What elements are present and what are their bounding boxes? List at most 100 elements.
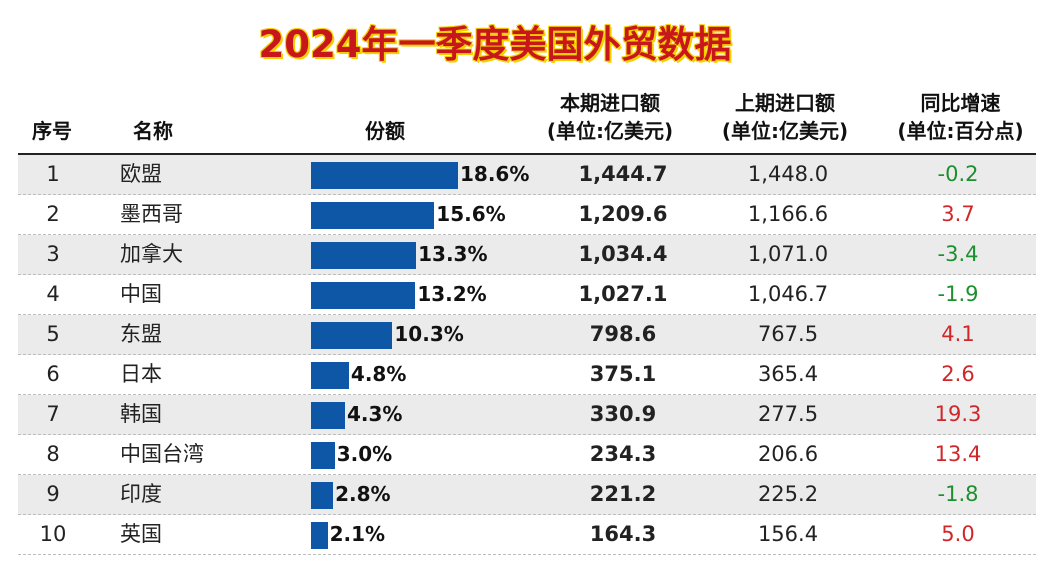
header-rank: 序号: [22, 117, 82, 145]
share-bar: [311, 322, 393, 349]
header-yoy-unit: (单位:百分点): [897, 119, 1024, 143]
current-import-cell: 1,209.6: [578, 202, 668, 226]
current-import-cell: 375.1: [589, 362, 657, 386]
rank-cell: 6: [46, 362, 60, 386]
header-yoy: 同比增速 (单位:百分点): [878, 89, 1043, 145]
yoy-cell: 19.3: [934, 402, 982, 426]
current-import-cell: 234.3: [589, 442, 657, 466]
rank-cell: 3: [46, 242, 60, 266]
table-row: 8 中国台湾 3.0% 234.3 206.6 13.4: [18, 435, 1036, 475]
name-cell: 英国: [120, 522, 162, 546]
table-row: 10 英国 2.1% 164.3 156.4 5.0: [18, 515, 1036, 555]
rank-cell: 9: [46, 482, 60, 506]
previous-import-cell: 206.6: [757, 442, 819, 466]
table-row: 9 印度 2.8% 221.2 225.2 -1.8: [18, 475, 1036, 515]
previous-import-cell: 225.2: [757, 482, 819, 506]
share-label: 18.6%: [460, 162, 530, 186]
header-divider: [18, 153, 1036, 155]
current-import-cell: 1,027.1: [578, 282, 668, 306]
table-row: 6 日本 4.8% 375.1 365.4 2.6: [18, 355, 1036, 395]
previous-import-cell: 767.5: [757, 322, 819, 346]
share-cell: 13.2%: [311, 275, 551, 314]
name-cell: 中国台湾: [120, 442, 204, 466]
rank-cell: 5: [46, 322, 60, 346]
current-import-cell: 1,444.7: [578, 162, 668, 186]
share-label: 10.3%: [394, 322, 464, 346]
share-cell: 18.6%: [311, 155, 551, 194]
share-label: 4.8%: [350, 362, 407, 386]
share-label: 3.0%: [336, 442, 393, 466]
name-cell: 欧盟: [120, 162, 162, 186]
previous-import-cell: 156.4: [757, 522, 819, 546]
yoy-cell: 2.6: [941, 362, 975, 386]
name-cell: 日本: [120, 362, 162, 386]
share-cell: 2.8%: [311, 475, 551, 514]
previous-import-cell: 1,071.0: [747, 242, 829, 266]
chart-title: 2024年一季度美国外贸数据: [258, 23, 732, 66]
share-label: 13.3%: [418, 242, 488, 266]
table-row: 3 加拿大 13.3% 1,034.4 1,071.0 -3.4: [18, 235, 1036, 275]
header-current-import-label: 本期进口额: [560, 91, 660, 115]
header-prev-import-label: 上期进口额: [735, 91, 835, 115]
previous-import-cell: 1,046.7: [747, 282, 829, 306]
share-label: 4.3%: [346, 402, 403, 426]
header-prev-import: 上期进口额 (单位:亿美元): [700, 89, 870, 145]
table-row: 1 欧盟 18.6% 1,444.7 1,448.0 -0.2: [18, 155, 1036, 195]
share-label: 13.2%: [417, 282, 487, 306]
header-prev-import-unit: (单位:亿美元): [721, 119, 849, 143]
header-share: 份额: [345, 117, 425, 145]
yoy-cell: 4.1: [941, 322, 975, 346]
share-cell: 4.8%: [311, 355, 551, 394]
share-cell: 10.3%: [311, 315, 551, 354]
share-bar: [311, 402, 345, 429]
header-yoy-label: 同比增速: [920, 91, 1001, 115]
share-label: 15.6%: [436, 202, 506, 226]
previous-import-cell: 277.5: [757, 402, 819, 426]
previous-import-cell: 1,166.6: [747, 202, 829, 226]
yoy-cell: 5.0: [941, 522, 975, 546]
rank-cell: 2: [46, 202, 60, 226]
table-row: 5 东盟 10.3% 798.6 767.5 4.1: [18, 315, 1036, 355]
name-cell: 加拿大: [120, 242, 183, 266]
rank-cell: 8: [46, 442, 60, 466]
yoy-cell: 13.4: [934, 442, 982, 466]
share-bar: [311, 282, 416, 309]
share-bar: [311, 442, 335, 469]
header-current-import-unit: (单位:亿美元): [546, 119, 674, 143]
current-import-cell: 798.6: [589, 322, 657, 346]
share-label: 2.1%: [329, 522, 386, 546]
share-cell: 2.1%: [311, 515, 551, 554]
header-rank-label: 序号: [32, 119, 72, 143]
current-import-cell: 1,034.4: [578, 242, 668, 266]
share-cell: 3.0%: [311, 435, 551, 474]
share-bar: [311, 362, 349, 389]
name-cell: 东盟: [120, 322, 162, 346]
name-cell: 中国: [120, 282, 162, 306]
data-table: 1 欧盟 18.6% 1,444.7 1,448.0 -0.2 2 墨西哥 15.6% 1,209…: [18, 155, 1036, 555]
rank-cell: 7: [46, 402, 60, 426]
current-import-cell: 164.3: [589, 522, 657, 546]
name-cell: 墨西哥: [120, 202, 183, 226]
yoy-cell: -0.2: [937, 162, 979, 186]
header-share-label: 份额: [365, 119, 405, 143]
share-bar: [311, 202, 435, 229]
current-import-cell: 330.9: [589, 402, 657, 426]
header-name-label: 名称: [133, 119, 173, 143]
share-cell: 4.3%: [311, 395, 551, 434]
yoy-cell: -1.8: [937, 482, 979, 506]
share-label: 2.8%: [335, 482, 391, 506]
yoy-cell: -1.9: [937, 282, 979, 306]
previous-import-cell: 365.4: [757, 362, 819, 386]
current-import-cell: 221.2: [589, 482, 657, 506]
share-bar: [311, 242, 417, 269]
table-row: 7 韩国 4.3% 330.9 277.5 19.3: [18, 395, 1036, 435]
table-row: 2 墨西哥 15.6% 1,209.6 1,166.6 3.7: [18, 195, 1036, 235]
share-bar: [311, 522, 328, 549]
yoy-cell: 3.7: [941, 202, 975, 226]
header-current-import: 本期进口额 (单位:亿美元): [525, 89, 695, 145]
table-row: 4 中国 13.2% 1,027.1 1,046.7 -1.9: [18, 275, 1036, 315]
rank-cell: 10: [39, 522, 67, 546]
header-name: 名称: [118, 117, 188, 145]
yoy-cell: -3.4: [937, 242, 979, 266]
rank-cell: 1: [46, 162, 60, 186]
